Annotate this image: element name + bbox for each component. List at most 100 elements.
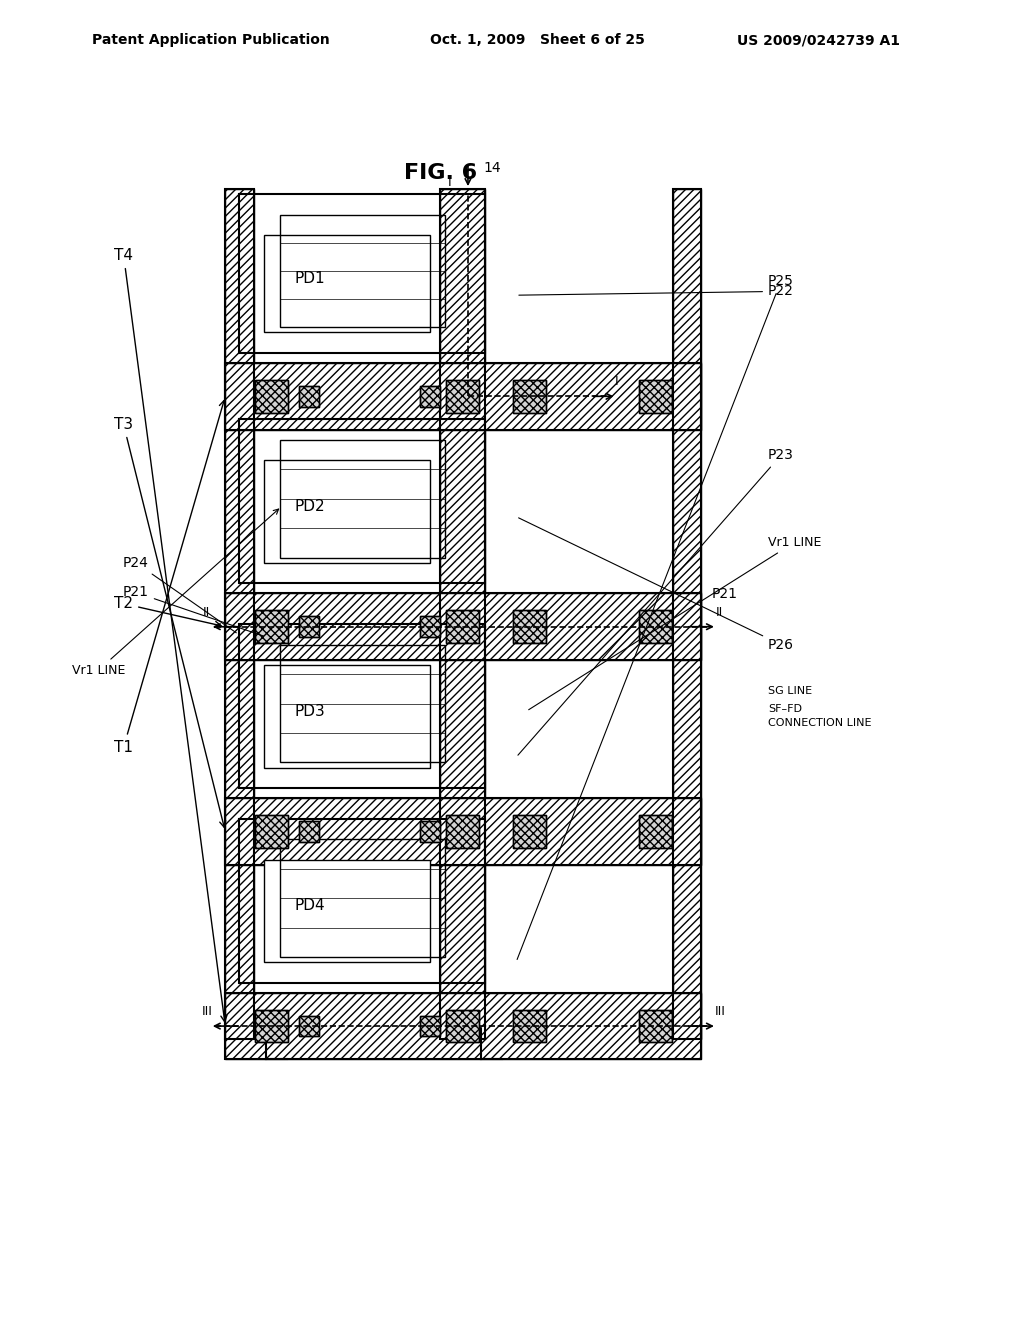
Text: PD2: PD2: [295, 499, 326, 513]
Bar: [673, 189, 701, 1039]
Bar: [639, 380, 672, 413]
Bar: [299, 821, 319, 842]
Text: 14: 14: [483, 161, 501, 176]
Text: T2: T2: [114, 597, 221, 627]
Bar: [513, 1010, 546, 1043]
Bar: [446, 1010, 479, 1043]
Bar: [225, 799, 701, 865]
Bar: [255, 816, 288, 847]
Text: FIG. 6: FIG. 6: [403, 164, 477, 183]
Bar: [420, 821, 440, 842]
Text: P21: P21: [712, 587, 737, 602]
Text: Vr1 LINE: Vr1 LINE: [528, 536, 821, 710]
Bar: [255, 610, 288, 643]
Bar: [639, 610, 672, 643]
Bar: [255, 380, 288, 413]
Bar: [639, 1010, 672, 1043]
Bar: [299, 616, 319, 638]
Bar: [299, 1016, 319, 1036]
Text: T4: T4: [114, 248, 227, 1022]
Bar: [225, 189, 254, 1039]
Text: T1: T1: [114, 400, 225, 755]
Bar: [420, 616, 440, 638]
Bar: [513, 610, 546, 643]
Text: P26: P26: [518, 517, 794, 652]
Bar: [446, 816, 479, 847]
Bar: [225, 993, 701, 1060]
Text: SG LINE: SG LINE: [768, 685, 812, 696]
Bar: [446, 816, 479, 847]
Text: P23: P23: [518, 449, 794, 755]
Bar: [446, 1010, 479, 1043]
Bar: [299, 616, 319, 638]
Bar: [513, 816, 546, 847]
Bar: [513, 816, 546, 847]
Text: T3: T3: [114, 417, 225, 828]
Text: II: II: [716, 606, 724, 619]
Text: I: I: [447, 176, 452, 189]
Text: P21: P21: [123, 585, 263, 636]
Bar: [264, 859, 430, 962]
Text: Patent Application Publication: Patent Application Publication: [92, 33, 330, 48]
Bar: [420, 385, 440, 407]
Bar: [420, 821, 440, 842]
Bar: [255, 380, 288, 413]
Bar: [420, 1016, 440, 1036]
Bar: [446, 610, 479, 643]
Text: I: I: [614, 375, 618, 388]
Bar: [513, 380, 546, 413]
Bar: [639, 816, 672, 847]
Bar: [513, 380, 546, 413]
Bar: [446, 610, 479, 643]
Bar: [239, 818, 485, 982]
Bar: [280, 644, 445, 763]
Bar: [239, 194, 485, 352]
Bar: [239, 420, 485, 583]
Bar: [280, 840, 445, 957]
Bar: [225, 799, 701, 865]
Bar: [513, 610, 546, 643]
Text: III: III: [715, 1005, 725, 1018]
Text: US 2009/0242739 A1: US 2009/0242739 A1: [737, 33, 900, 48]
Bar: [280, 215, 445, 327]
Bar: [299, 1016, 319, 1036]
Bar: [639, 380, 672, 413]
Text: Vr1 LINE: Vr1 LINE: [72, 510, 279, 677]
Bar: [264, 235, 430, 333]
Bar: [440, 189, 485, 1039]
Bar: [225, 363, 701, 429]
Bar: [420, 1016, 440, 1036]
Bar: [440, 189, 485, 1039]
Text: PD1: PD1: [295, 271, 326, 286]
Bar: [639, 1010, 672, 1043]
Bar: [225, 363, 701, 429]
Bar: [513, 1010, 546, 1043]
Text: Oct. 1, 2009   Sheet 6 of 25: Oct. 1, 2009 Sheet 6 of 25: [430, 33, 645, 48]
Text: P22: P22: [519, 284, 794, 298]
Bar: [299, 385, 319, 407]
Bar: [299, 385, 319, 407]
Bar: [446, 380, 479, 413]
Bar: [420, 616, 440, 638]
Bar: [255, 816, 288, 847]
Text: PD3: PD3: [295, 704, 326, 718]
Bar: [255, 1010, 288, 1043]
Text: P24: P24: [123, 556, 237, 632]
Bar: [420, 385, 440, 407]
Bar: [446, 380, 479, 413]
Text: PD4: PD4: [295, 898, 326, 913]
Text: P25: P25: [517, 275, 794, 960]
Text: SF–FD: SF–FD: [768, 704, 802, 714]
Bar: [639, 816, 672, 847]
Bar: [280, 440, 445, 557]
Bar: [255, 1010, 288, 1043]
Bar: [673, 189, 701, 1039]
Bar: [264, 665, 430, 767]
Text: II: II: [203, 606, 211, 619]
Bar: [299, 821, 319, 842]
Bar: [264, 461, 430, 562]
Bar: [239, 624, 485, 788]
Bar: [225, 189, 254, 1039]
Bar: [225, 594, 701, 660]
Text: CONNECTION LINE: CONNECTION LINE: [768, 718, 871, 729]
